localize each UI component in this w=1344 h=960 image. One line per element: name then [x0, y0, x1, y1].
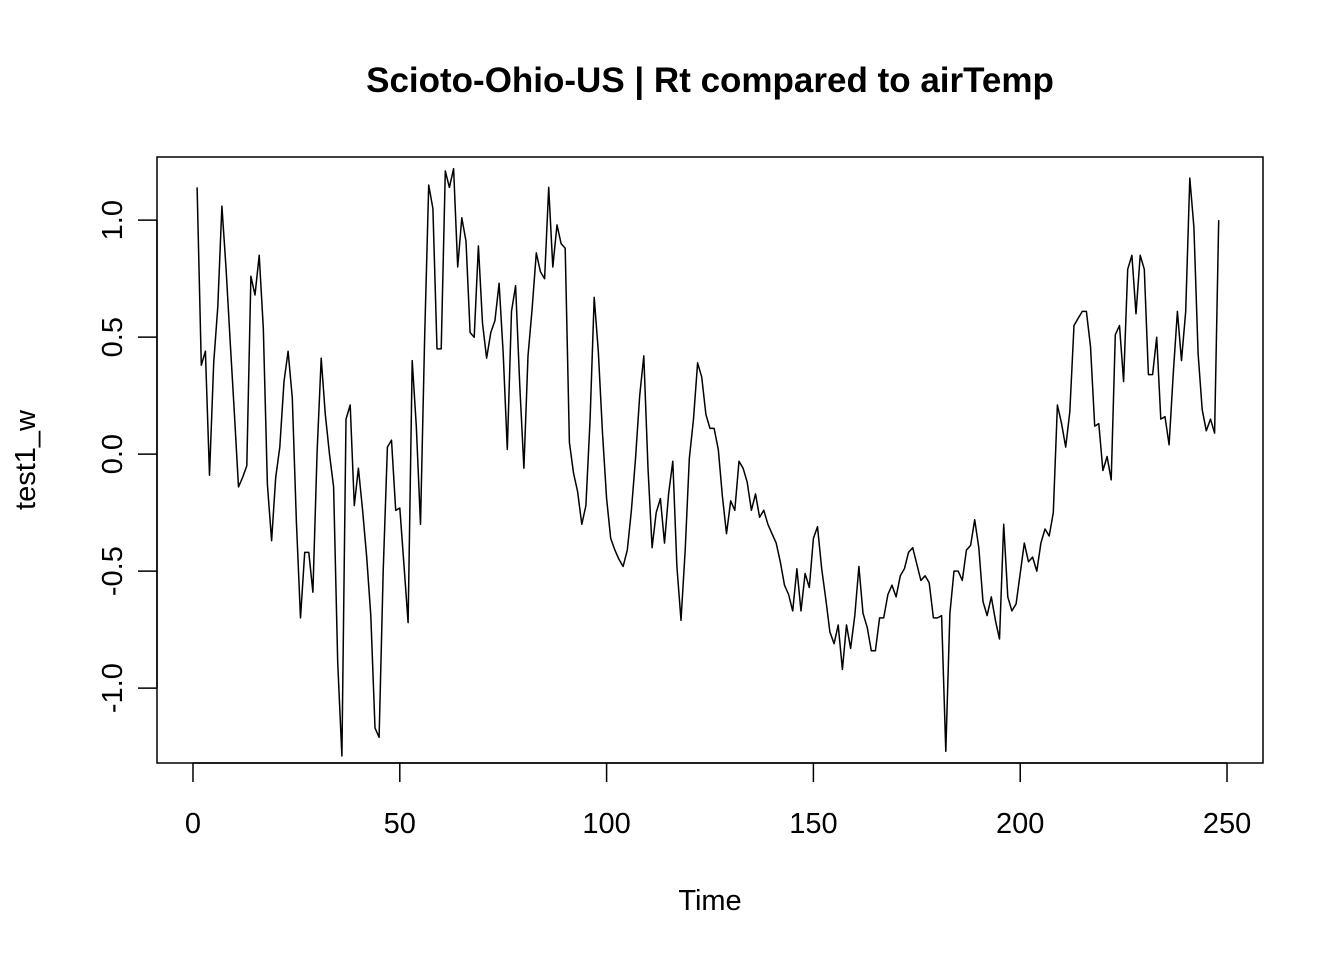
y-tick-label: -0.5 — [97, 546, 129, 596]
x-tick-label: 250 — [1203, 808, 1251, 840]
chart-title: Scioto-Ohio-US | Rt compared to airTemp — [366, 61, 1054, 100]
x-tick-label: 200 — [996, 808, 1044, 840]
x-tick-label: 50 — [384, 808, 416, 840]
y-axis-label: test1_w — [10, 409, 42, 510]
x-tick-label: 100 — [582, 808, 630, 840]
plot-frame — [156, 156, 1264, 764]
y-tick-label: 1.0 — [97, 200, 129, 240]
x-tick-label: 150 — [789, 808, 837, 840]
y-axis: -1.0 -0.5 0.0 0.5 1.0 — [97, 200, 158, 713]
x-axis: 0 50 100 150 200 250 — [185, 762, 1251, 840]
y-tick-label: 0.5 — [97, 317, 129, 357]
x-tick-label: 0 — [185, 808, 201, 840]
y-tick-label: 0.0 — [97, 434, 129, 474]
x-axis-label: Time — [678, 885, 741, 917]
series-line — [196, 167, 1220, 757]
y-tick-label: -1.0 — [97, 663, 129, 713]
